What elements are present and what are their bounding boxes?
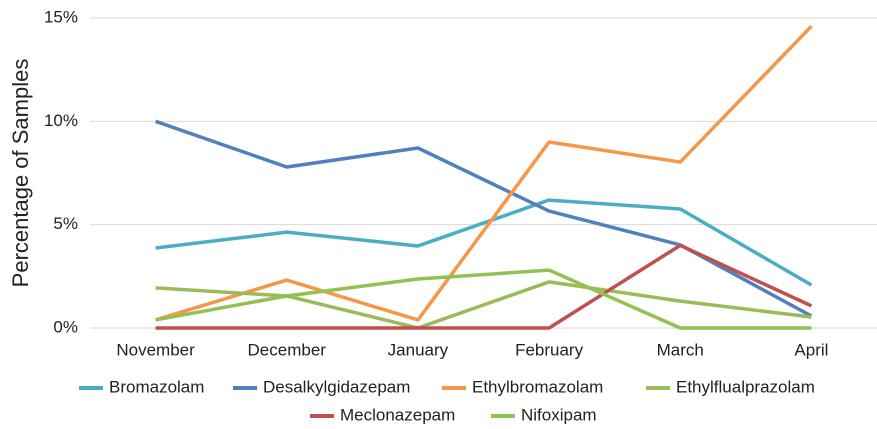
x-tick-label: January bbox=[388, 340, 449, 359]
y-tick-label: 5% bbox=[53, 214, 78, 233]
legend-label: Meclonazepam bbox=[340, 405, 455, 424]
y-tick-label: 15% bbox=[44, 7, 78, 26]
series-line bbox=[155, 280, 812, 330]
legend-label: Ethylflualprazolam bbox=[676, 377, 815, 396]
y-tick-label: 10% bbox=[44, 111, 78, 130]
legend-label: Desalkylgidazepam bbox=[263, 377, 410, 396]
x-tick-label: February bbox=[515, 340, 584, 359]
series-line bbox=[155, 198, 813, 287]
series-line bbox=[155, 268, 812, 330]
y-tick-label: 0% bbox=[53, 317, 78, 336]
legend-label: Ethylbromazolam bbox=[472, 377, 603, 396]
legend-label: Bromazolam bbox=[109, 377, 204, 396]
x-tick-label: March bbox=[657, 340, 704, 359]
series-line bbox=[155, 25, 813, 322]
series-line bbox=[155, 243, 813, 330]
x-tick-label: November bbox=[116, 340, 195, 359]
legend-label: Nifoxipam bbox=[521, 405, 597, 424]
series-line bbox=[155, 119, 813, 318]
x-tick-label: April bbox=[794, 340, 828, 359]
x-tick-label: December bbox=[248, 340, 327, 359]
y-axis-label: Percentage of Samples bbox=[8, 59, 33, 288]
